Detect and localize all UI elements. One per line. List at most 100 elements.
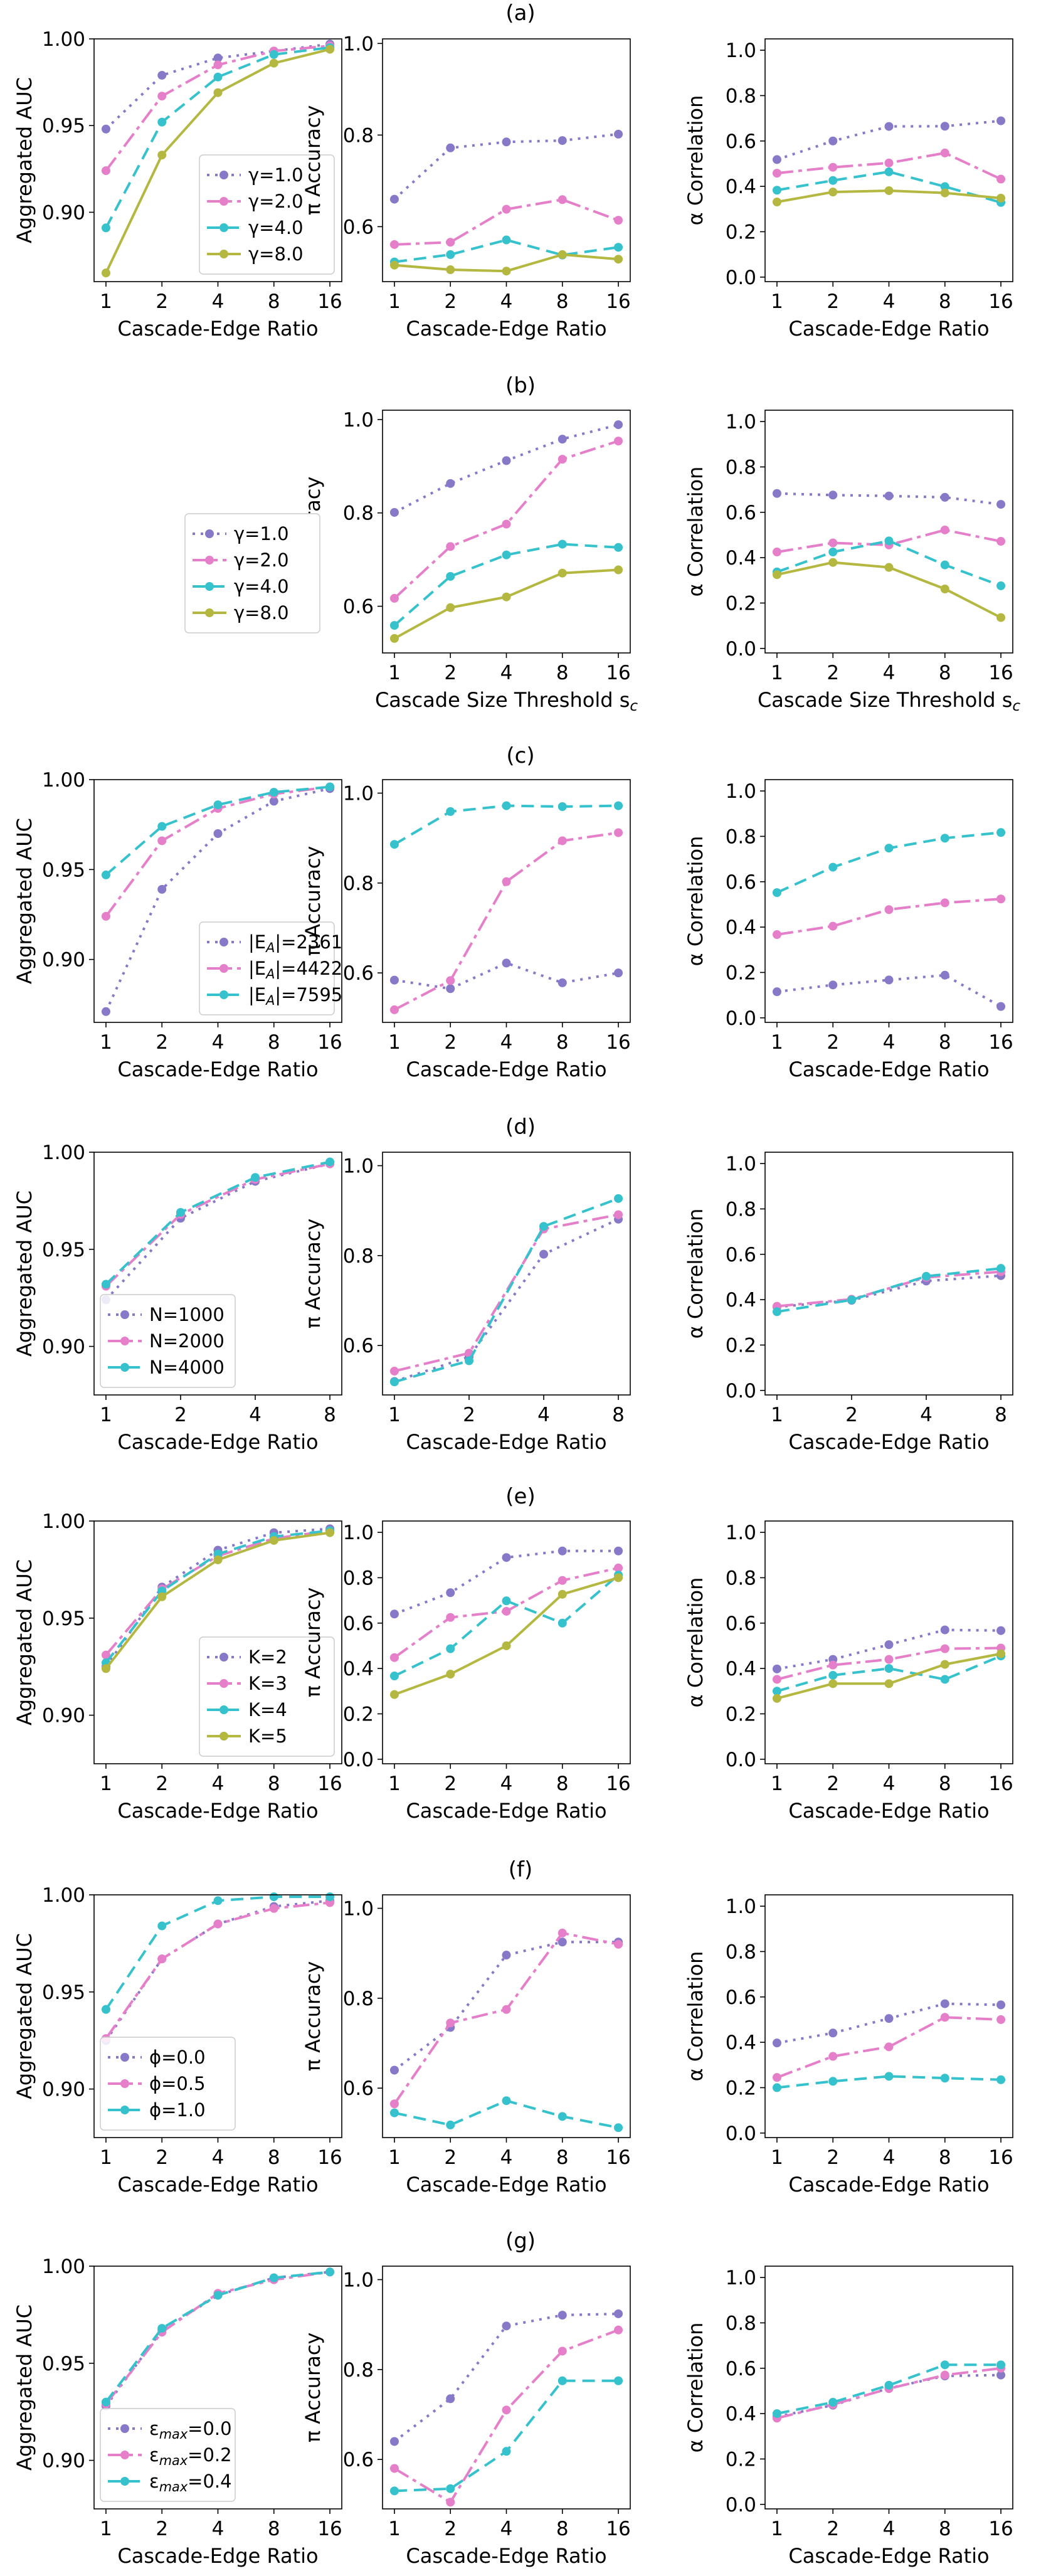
data-point bbox=[101, 1280, 110, 1289]
axes-frame bbox=[93, 38, 342, 282]
series-line bbox=[776, 2016, 1001, 2079]
x-tick-label: 16 bbox=[988, 2518, 1013, 2540]
legend-entry: |EA|=2361 bbox=[248, 931, 342, 955]
data-point bbox=[884, 1640, 894, 1650]
data-point bbox=[446, 479, 455, 488]
legend-marker bbox=[120, 1337, 129, 1345]
data-point bbox=[940, 122, 949, 131]
y-axis-label: Aggregated AUC bbox=[13, 818, 36, 984]
y-axis-label: π Accuracy bbox=[301, 1587, 325, 1698]
data-point bbox=[557, 978, 567, 987]
axes-frame bbox=[382, 2266, 631, 2510]
x-tick-label: 8 bbox=[556, 290, 569, 313]
legend-frame bbox=[199, 154, 335, 275]
y-tick-label: 0.90 bbox=[42, 2450, 85, 2473]
data-point bbox=[389, 1609, 399, 1619]
subplot-auc: 0.90 0.95 1.00 1 2 4 8 16 Cascade-Edge Ratio Aggr… bbox=[13, 769, 342, 1081]
y-tick-label: 1.00 bbox=[42, 28, 85, 51]
series-line bbox=[105, 46, 330, 229]
series-3 bbox=[101, 782, 335, 879]
series-2 bbox=[389, 437, 623, 603]
data-point bbox=[557, 2346, 567, 2356]
data-point bbox=[828, 862, 838, 872]
data-point bbox=[772, 888, 781, 898]
data-point bbox=[446, 2498, 455, 2507]
legend-marker bbox=[120, 2424, 129, 2433]
y-tick-label: 0.0 bbox=[726, 2494, 756, 2516]
data-point bbox=[389, 621, 399, 630]
series-2 bbox=[389, 1210, 623, 1376]
legend-frame bbox=[100, 2037, 236, 2131]
data-point bbox=[389, 633, 399, 643]
y-tick-label: 0.0 bbox=[726, 2123, 756, 2145]
legend-entry: K=5 bbox=[248, 1725, 287, 1747]
data-point bbox=[157, 1592, 167, 1601]
data-point bbox=[446, 2394, 455, 2404]
y-axis-label: π Accuracy bbox=[301, 846, 325, 957]
x-tick-label: 8 bbox=[556, 1031, 569, 1054]
legend-marker bbox=[120, 1363, 129, 1372]
x-axis-label: Cascade-Edge Ratio bbox=[406, 1057, 606, 1081]
y-tick-label: 0.2 bbox=[726, 592, 756, 615]
data-point bbox=[502, 2096, 511, 2106]
legend-frame bbox=[184, 513, 320, 633]
data-point bbox=[772, 489, 781, 498]
data-point bbox=[446, 143, 455, 152]
data-point bbox=[614, 255, 623, 264]
legend-marker bbox=[205, 529, 214, 538]
series-3 bbox=[389, 1194, 623, 1387]
subplot-alpha-correlation: 0.0 0.2 0.4 0.6 0.8 1.0 1 2 4 8 Cascade-Edge Ratio… bbox=[684, 1152, 1013, 1454]
x-tick-label: 4 bbox=[883, 290, 896, 313]
y-tick-label: 0.8 bbox=[343, 124, 374, 147]
data-point bbox=[996, 2015, 1006, 2024]
series-3 bbox=[772, 1264, 1006, 1317]
data-point bbox=[772, 2038, 781, 2048]
data-point bbox=[325, 2267, 335, 2277]
x-tick-label: 4 bbox=[500, 2518, 513, 2540]
series-2 bbox=[389, 1563, 623, 1662]
data-point bbox=[996, 1626, 1006, 1635]
data-point bbox=[884, 2042, 894, 2052]
x-tick-label: 1 bbox=[100, 2146, 112, 2169]
data-point bbox=[389, 2486, 399, 2496]
data-point bbox=[213, 1555, 223, 1564]
series-1 bbox=[772, 1271, 1006, 1312]
x-tick-label: 8 bbox=[612, 1404, 625, 1426]
y-axis-label: α Correlation bbox=[684, 95, 707, 226]
x-axis-label: Cascade-Edge Ratio bbox=[406, 2544, 606, 2568]
subplot-auc: 0.90 0.95 1.00 1 2 4 8 16 Cascade-Edge Ratio Aggr… bbox=[13, 28, 342, 341]
series-line bbox=[393, 543, 619, 627]
y-tick-label: 0.0 bbox=[726, 1380, 756, 1402]
legend-marker bbox=[205, 582, 214, 591]
x-tick-label: 1 bbox=[771, 662, 783, 684]
data-point bbox=[996, 174, 1006, 184]
data-point bbox=[940, 182, 949, 191]
data-point bbox=[828, 162, 838, 172]
data-point bbox=[502, 1553, 511, 1562]
data-point bbox=[772, 987, 781, 997]
data-point bbox=[996, 2360, 1006, 2370]
legend-entry: γ=2.0 bbox=[234, 549, 289, 571]
data-point bbox=[269, 1892, 278, 1902]
series-line bbox=[776, 1270, 1001, 1308]
y-tick-label: 0.8 bbox=[343, 502, 374, 525]
x-axis-label: Cascade Size Threshold sc bbox=[375, 688, 638, 714]
data-point bbox=[996, 613, 1006, 622]
y-tick-label: 1.0 bbox=[343, 1155, 374, 1178]
data-point bbox=[884, 2014, 894, 2023]
x-tick-label: 2 bbox=[156, 290, 168, 313]
series-3 bbox=[101, 2267, 335, 2407]
data-point bbox=[828, 176, 838, 185]
axes-frame bbox=[382, 410, 631, 654]
data-point bbox=[828, 2077, 838, 2086]
x-axis-label: Cascade-Edge Ratio bbox=[788, 1799, 989, 1823]
y-tick-label: 0.4 bbox=[726, 2032, 756, 2054]
x-tick-label: 4 bbox=[212, 290, 225, 313]
y-tick-label: 0.6 bbox=[726, 130, 756, 153]
series-line bbox=[105, 1162, 330, 1301]
y-tick-label: 0.2 bbox=[726, 962, 756, 984]
y-tick-label: 0.95 bbox=[42, 1981, 85, 2004]
data-point bbox=[389, 1653, 399, 1662]
